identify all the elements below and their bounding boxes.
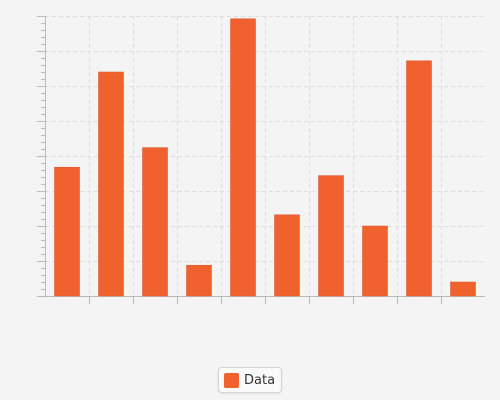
bar-9 [406, 60, 432, 297]
bars [54, 18, 476, 297]
bar-7 [318, 175, 344, 297]
bar-8 [362, 225, 388, 297]
bar-5 [230, 18, 256, 297]
legend-label: Data [244, 372, 276, 388]
legend-swatch [224, 372, 239, 388]
bar-10 [450, 281, 476, 297]
bar-3 [142, 147, 168, 297]
bar-6 [274, 214, 300, 297]
bar-4 [186, 264, 212, 297]
axes [37, 16, 485, 304]
legend: Data [218, 367, 283, 393]
bar-1 [54, 166, 80, 297]
bar-2 [98, 71, 124, 297]
